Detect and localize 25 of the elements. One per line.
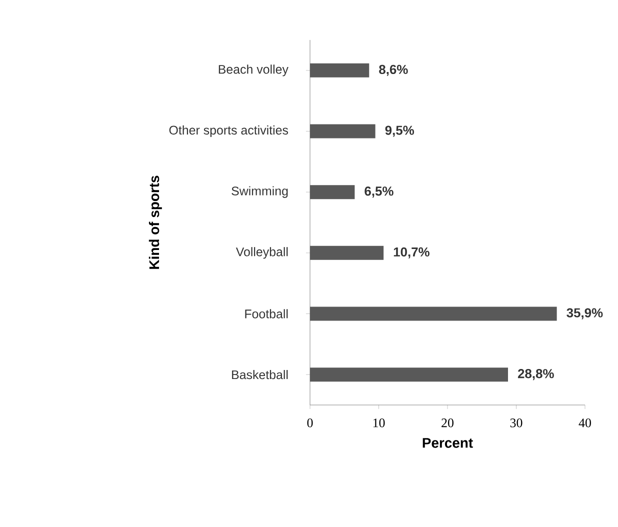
bar — [310, 306, 557, 321]
data-label: 10,7% — [394, 247, 430, 258]
x-tick-label: 30 — [510, 418, 522, 428]
data-label: 35,9% — [566, 308, 603, 320]
y-tick-label: Basketball — [232, 370, 288, 380]
bar — [310, 124, 376, 138]
bar — [310, 63, 370, 78]
y-tick-label: Beach volley — [218, 64, 288, 76]
y-tick-label: Football — [245, 309, 288, 318]
data-label: 9,5% — [385, 126, 414, 137]
data-label: 8,6% — [379, 64, 408, 76]
y-tick-label: Other sports activities — [169, 125, 288, 138]
x-tick-label: 10 — [373, 418, 385, 428]
bar — [310, 246, 384, 260]
data-label: 6,5% — [364, 186, 394, 198]
y-tick-label: Volleyball — [236, 247, 288, 259]
x-axis-title: Percent — [422, 438, 473, 448]
bar — [310, 185, 355, 200]
bar — [310, 368, 508, 382]
x-tick-label: 0 — [307, 418, 313, 428]
y-tick-label: Swimming — [232, 186, 288, 198]
data-label: 28,8% — [518, 369, 554, 380]
x-tick-label: 20 — [442, 418, 454, 428]
x-tick-label: 40 — [578, 418, 591, 428]
y-axis-title: Kind of sports — [148, 176, 162, 269]
